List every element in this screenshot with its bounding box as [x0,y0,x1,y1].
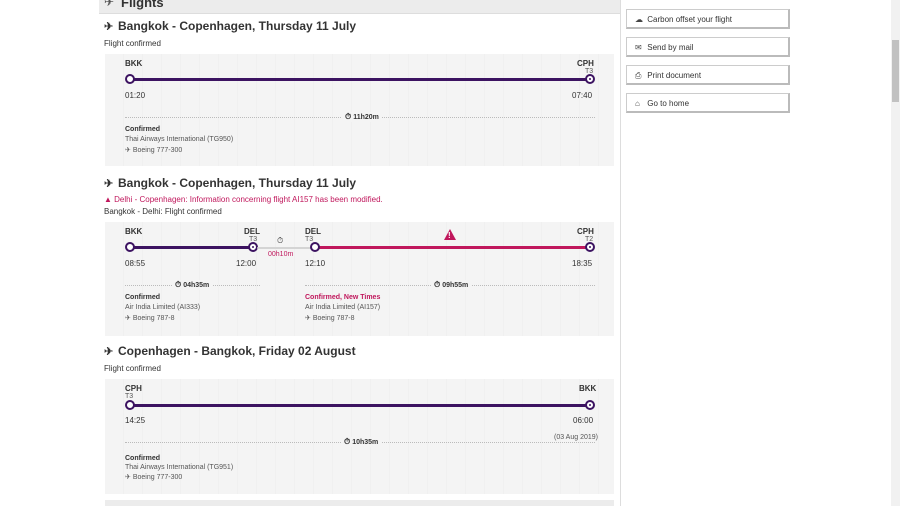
leg1-booking-status: Confirmed [125,294,160,301]
departure-time: 14:25 [125,416,146,425]
flight-card: CPH T3 BKK 14:25 06:00 (03 Aug 2019) ⏱ 1… [105,379,614,494]
plane-icon: ✈ [104,21,114,33]
panel-divider [620,0,621,506]
destination-dot [585,74,595,84]
arrival-time: 07:40 [572,91,593,100]
clock-icon: ⏱ [345,112,352,121]
origin-terminal: T3 [125,393,134,400]
origin-code: CPH [125,384,142,393]
departure-time: 01:20 [125,91,146,100]
clock-icon: ⏱ [344,437,351,446]
plane-icon: ✈ [104,346,114,358]
destination-dot [585,400,595,410]
arrival-time: 18:35 [572,259,593,268]
scroll-thumb[interactable] [892,40,899,102]
plane-icon: ✈ [125,474,131,481]
clock-icon: ⏱ [434,280,441,289]
destination-terminal: T3 [585,68,594,75]
airline: Thai Airways International (TG950) [125,136,234,143]
flight-title: ✈ Copenhagen - Bangkok, Friday 02 August [104,344,356,358]
cloud-icon: ☁ [635,15,643,24]
airline: Thai Airways International (TG951) [125,464,234,471]
leg2-duration: ⏱ 09h55m [431,280,472,290]
flight-duration: ⏱ 11h20m [342,112,382,122]
flight-title: ✈ Bangkok - Copenhagen, Thursday 11 July [104,19,356,33]
booking-status: Confirmed [125,126,160,133]
flight-duration: ⏱ 10h35m [341,437,382,447]
clock-icon: ⏱ [277,236,284,245]
destination-code: BKK [579,384,597,393]
modification-warning[interactable]: ▲ Delhi - Copenhagen: Information concer… [104,195,383,204]
leg2-aircraft: ✈ Boeing 787-8 [305,315,355,322]
flights-panel: ✈ Flights ✈ Bangkok - Copenhagen, Thursda… [99,0,620,506]
stopover-terminal: T3 [249,236,258,243]
plane-icon: ✈ [125,315,131,322]
plane-icon: ✈ [104,0,115,9]
send-by-mail-button[interactable]: ✉ Send by mail [626,37,790,57]
print-document-button[interactable]: ⎙ Print document [626,65,790,85]
stopover-dot [310,242,320,252]
home-icon: ⌂ [635,99,640,108]
booking-status: Confirmed [125,455,160,462]
flight-status: Flight confirmed [104,39,161,48]
destination-code: CPH [577,59,594,68]
departure-time: 12:10 [305,259,326,268]
aircraft: ✈ Boeing 777-300 [125,147,183,154]
leg2-booking-status: Confirmed, New Times [305,294,381,301]
layover-duration: 00h10m [268,251,294,258]
plane-icon: ✈ [104,178,114,190]
mail-icon: ✉ [635,43,642,52]
arrival-date: (03 Aug 2019) [554,434,598,441]
stopover-terminal: T3 [305,236,314,243]
aircraft: ✈ Boeing 777-300 [125,474,183,481]
plane-icon: ✈ [125,147,131,154]
arrival-time: 06:00 [573,416,594,425]
clock-icon: ⏱ [175,280,182,289]
warning-icon: ▲ [104,195,112,204]
arrival-time: 12:00 [236,259,257,268]
warning-icon: ! [444,229,456,240]
flight-title: ✈ Bangkok - Copenhagen, Thursday 11 July [104,176,356,190]
flight-route-bar [130,404,590,407]
section-header: ✈ Flights [99,0,620,14]
plane-icon: ✈ [305,315,311,322]
print-icon: ⎙ [635,71,642,80]
origin-dot [125,242,135,252]
origin-code: BKK [125,59,143,68]
stopover-code: DEL [244,227,260,236]
next-card-edge [105,500,614,506]
carbon-offset-button[interactable]: ☁ Carbon offset your flight [626,9,790,29]
origin-dot [125,74,135,84]
origin-dot [125,400,135,410]
flight-title-text: Bangkok - Copenhagen, Thursday 11 July [118,176,357,190]
destination-code: CPH [577,227,594,236]
destination-dot [585,242,595,252]
flight-title-text: Bangkok - Copenhagen, Thursday 11 July [118,19,357,33]
flight-status: Bangkok - Delhi: Flight confirmed [104,207,222,216]
stopover-code: DEL [305,227,321,236]
leg1-aircraft: ✈ Boeing 787-8 [125,315,175,322]
leg1-airline: Air India Limited (AI333) [125,304,201,311]
leg2-route-bar [315,246,590,249]
section-title: Flights [121,0,164,10]
go-to-home-button[interactable]: ⌂ Go to home [626,93,790,113]
leg1-route-bar [130,246,253,249]
destination-terminal: T2 [585,236,594,243]
origin-code: BKK [125,227,143,236]
flight-route-bar [130,78,590,81]
leg2-airline: Air India Limited (AI157) [305,304,381,311]
flight-title-text: Copenhagen - Bangkok, Friday 02 August [118,344,356,358]
page-scrollbar[interactable] [891,0,900,506]
departure-time: 08:55 [125,259,146,268]
leg1-duration: ⏱ 04h35m [172,280,213,290]
flight-card: BKK DEL T3 08:55 12:00 ⏱ 04h35m Confirme… [105,222,614,336]
flight-status: Flight confirmed [104,364,161,373]
flight-card: BKK CPH T3 01:20 07:40 ⏱ 11h20m Confirme… [105,54,614,166]
layover-bar [257,247,311,249]
